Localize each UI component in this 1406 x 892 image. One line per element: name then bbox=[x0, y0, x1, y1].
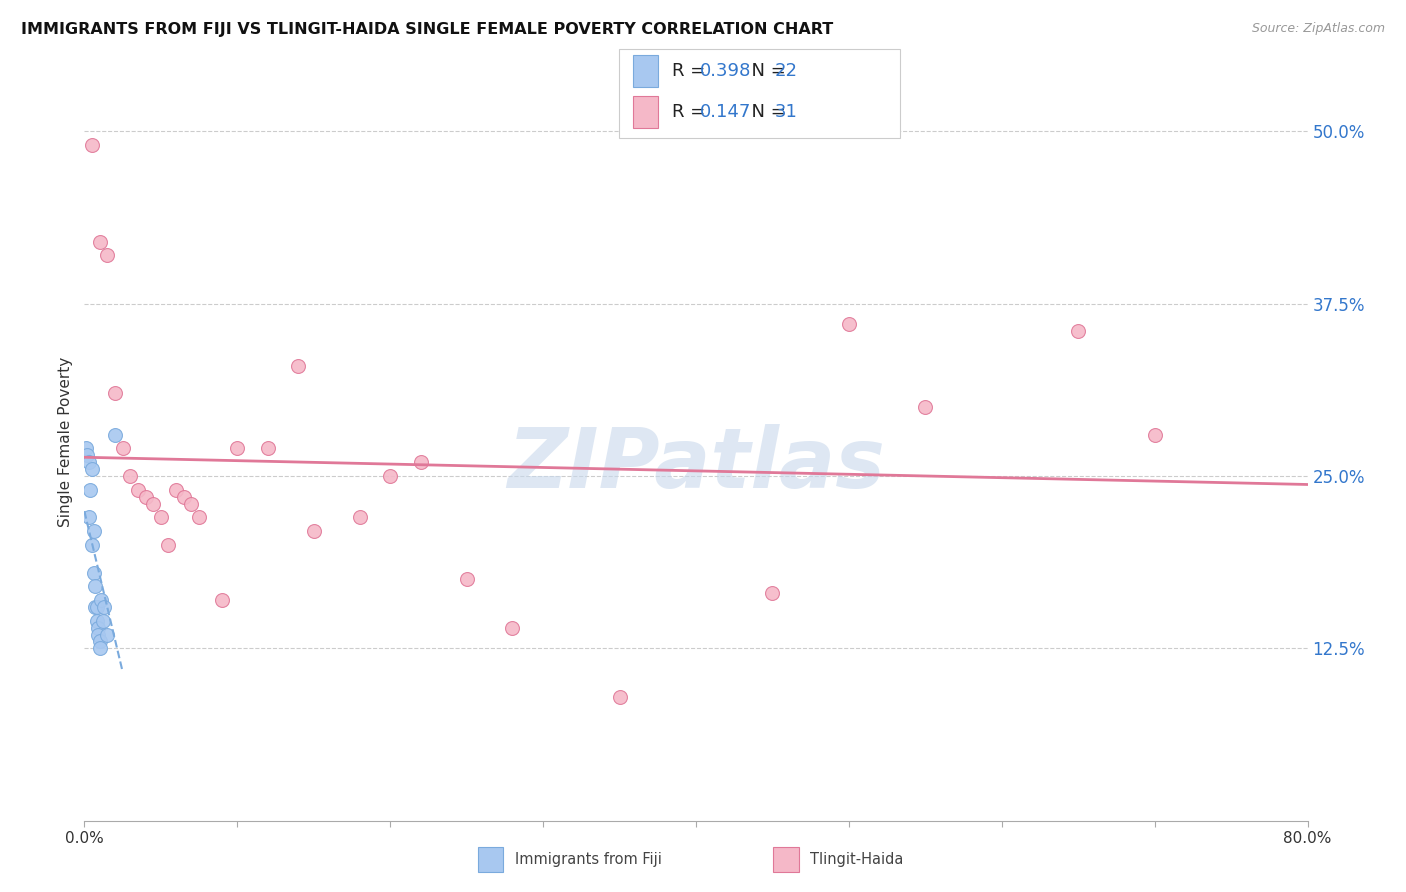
Point bbox=[96, 248, 118, 262]
Point bbox=[83, 566, 105, 580]
Text: 31: 31 bbox=[775, 103, 797, 121]
Text: ZIPatlas: ZIPatlas bbox=[508, 424, 884, 505]
Point bbox=[456, 573, 478, 587]
Text: N =: N = bbox=[740, 103, 792, 121]
Point bbox=[80, 538, 103, 552]
Point bbox=[287, 359, 309, 373]
Text: Tlingit-Haida: Tlingit-Haida bbox=[810, 853, 903, 867]
Point bbox=[1067, 324, 1090, 338]
Point bbox=[914, 400, 936, 414]
Point bbox=[127, 483, 149, 497]
Text: Immigrants from Fiji: Immigrants from Fiji bbox=[515, 853, 661, 867]
Point bbox=[149, 510, 172, 524]
Point bbox=[157, 538, 180, 552]
Point bbox=[173, 490, 195, 504]
Point bbox=[76, 448, 98, 462]
Point bbox=[89, 235, 111, 249]
Text: IMMIGRANTS FROM FIJI VS TLINGIT-HAIDA SINGLE FEMALE POVERTY CORRELATION CHART: IMMIGRANTS FROM FIJI VS TLINGIT-HAIDA SI… bbox=[21, 22, 834, 37]
Point bbox=[77, 455, 100, 469]
Point bbox=[226, 442, 249, 456]
Text: Source: ZipAtlas.com: Source: ZipAtlas.com bbox=[1251, 22, 1385, 36]
Y-axis label: Single Female Poverty: Single Female Poverty bbox=[58, 357, 73, 526]
Point bbox=[80, 462, 103, 476]
Point bbox=[83, 524, 105, 538]
Point bbox=[87, 627, 110, 641]
Point bbox=[142, 497, 165, 511]
Point bbox=[104, 427, 127, 442]
Text: R =: R = bbox=[672, 62, 711, 80]
Point bbox=[84, 599, 107, 614]
Point bbox=[96, 627, 118, 641]
Point bbox=[77, 510, 100, 524]
Point bbox=[111, 442, 134, 456]
Point bbox=[1143, 427, 1166, 442]
Point bbox=[188, 510, 211, 524]
Point bbox=[257, 442, 280, 456]
Point bbox=[89, 641, 111, 656]
Point bbox=[84, 579, 107, 593]
Point bbox=[211, 593, 233, 607]
Point bbox=[180, 497, 202, 511]
Point bbox=[349, 510, 371, 524]
Point bbox=[80, 138, 103, 153]
Point bbox=[609, 690, 631, 704]
Text: 22: 22 bbox=[775, 62, 797, 80]
Point bbox=[380, 469, 402, 483]
Point bbox=[86, 614, 108, 628]
Point bbox=[93, 599, 115, 614]
Text: N =: N = bbox=[740, 62, 792, 80]
Point bbox=[75, 442, 97, 456]
Point bbox=[135, 490, 157, 504]
Point bbox=[86, 599, 108, 614]
Text: R =: R = bbox=[672, 103, 711, 121]
Point bbox=[165, 483, 187, 497]
Point bbox=[79, 483, 101, 497]
Text: 0.147: 0.147 bbox=[700, 103, 752, 121]
Point bbox=[761, 586, 783, 600]
Point bbox=[91, 614, 114, 628]
Point bbox=[87, 621, 110, 635]
Point bbox=[90, 593, 112, 607]
Point bbox=[302, 524, 325, 538]
Point bbox=[120, 469, 142, 483]
Point bbox=[838, 318, 860, 332]
Point bbox=[502, 621, 524, 635]
Point bbox=[409, 455, 432, 469]
Text: 0.398: 0.398 bbox=[700, 62, 752, 80]
Point bbox=[104, 386, 127, 401]
Point bbox=[89, 634, 111, 648]
